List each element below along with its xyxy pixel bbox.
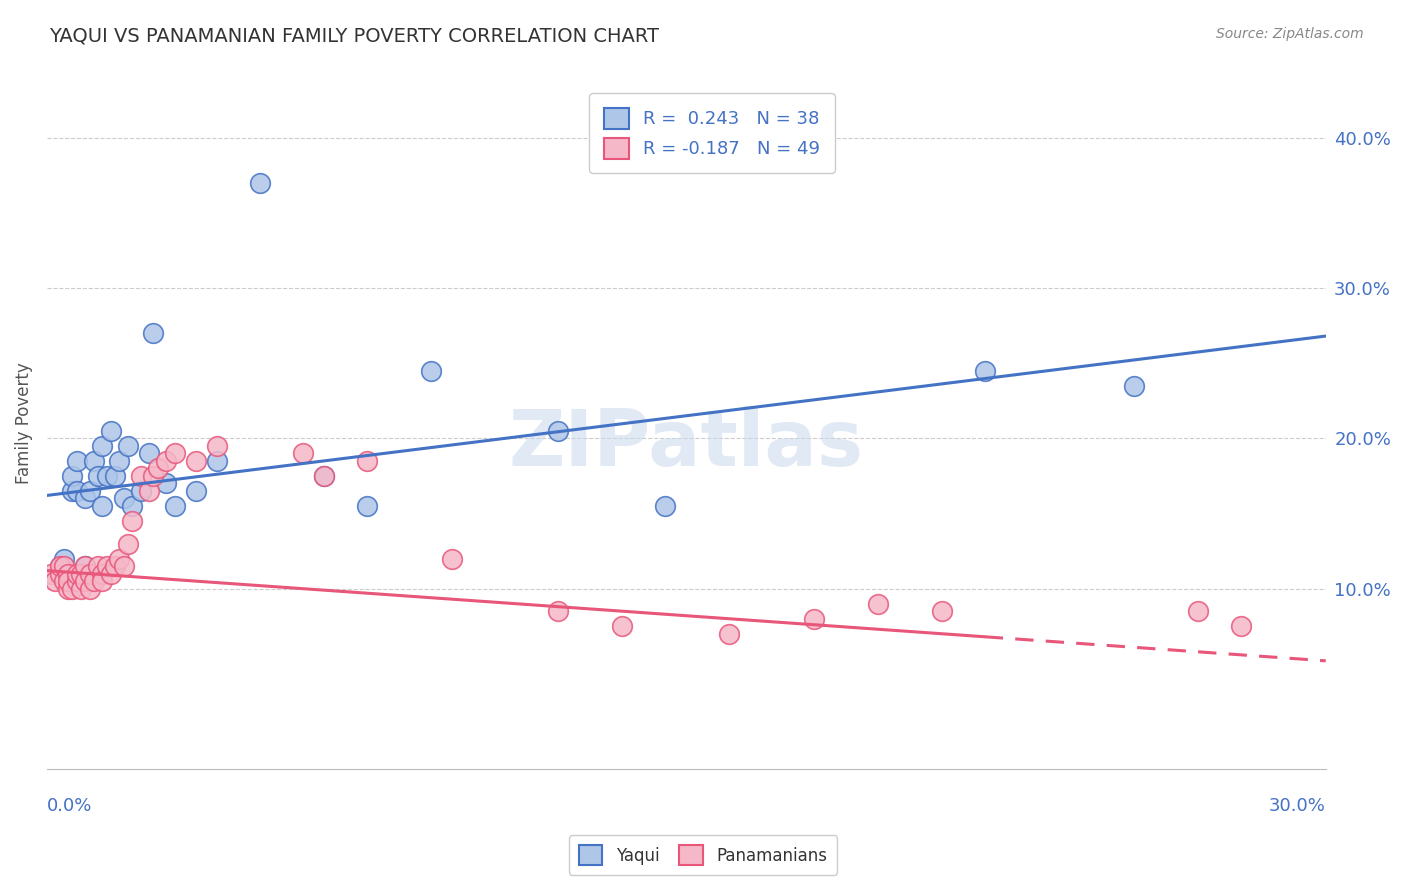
Point (249, 176, 271, 190)
Point (52, 551, 75, 566)
Point (108, 551, 131, 566)
Point (108, 454, 131, 468)
Text: 30.0%: 30.0% (1270, 797, 1326, 814)
Y-axis label: Family Poverty: Family Poverty (15, 362, 32, 484)
Point (104, 559, 127, 574)
Point (75, 574, 97, 589)
Point (62, 483, 84, 498)
Point (52, 559, 75, 574)
Point (931, 604, 953, 618)
Point (1123, 378, 1146, 392)
Point (1187, 604, 1209, 618)
Text: 0.0%: 0.0% (46, 797, 93, 814)
Text: Source: ZipAtlas.com: Source: ZipAtlas.com (1216, 27, 1364, 41)
Point (70, 566, 93, 581)
Point (58, 566, 80, 581)
Point (547, 424, 569, 438)
Point (100, 424, 122, 438)
Point (138, 446, 160, 460)
Point (1229, 619, 1251, 633)
Point (91, 439, 114, 453)
Point (440, 551, 463, 566)
Point (66, 454, 89, 468)
Point (155, 454, 177, 468)
Point (79, 483, 101, 498)
Point (83, 574, 105, 589)
Point (121, 499, 143, 513)
Point (104, 469, 127, 483)
Point (163, 446, 186, 460)
Point (62, 582, 84, 596)
Point (129, 483, 152, 498)
Point (654, 499, 676, 513)
Legend: Yaqui, Panamanians: Yaqui, Panamanians (569, 836, 837, 875)
Point (207, 454, 229, 468)
Point (129, 469, 152, 483)
Point (184, 454, 207, 468)
Point (58, 574, 80, 589)
Point (79, 566, 101, 581)
Text: ZIPatlas: ZIPatlas (509, 406, 863, 482)
Point (117, 439, 139, 453)
Point (184, 483, 207, 498)
Point (66, 566, 89, 581)
Point (121, 514, 143, 528)
Point (547, 604, 569, 618)
Point (973, 364, 995, 378)
Point (96, 559, 118, 574)
Point (48, 566, 70, 581)
Point (803, 612, 825, 626)
Point (142, 469, 165, 483)
Point (100, 566, 122, 581)
Point (96, 469, 118, 483)
Point (612, 619, 634, 633)
Point (112, 559, 135, 574)
Point (138, 483, 160, 498)
Point (291, 446, 314, 460)
Point (75, 559, 97, 574)
Point (52, 574, 75, 589)
Point (356, 454, 378, 468)
Point (91, 566, 114, 581)
Point (91, 499, 114, 513)
Point (79, 574, 101, 589)
Point (142, 326, 165, 340)
Point (207, 439, 229, 453)
Point (79, 582, 101, 596)
Point (75, 491, 97, 506)
Point (75, 559, 97, 574)
Point (312, 469, 335, 483)
Point (146, 461, 169, 475)
Point (83, 454, 105, 468)
Point (112, 491, 135, 506)
Point (87, 469, 110, 483)
Point (155, 476, 177, 491)
Point (48, 559, 70, 574)
Point (70, 582, 93, 596)
Point (62, 469, 84, 483)
Point (312, 469, 335, 483)
Point (91, 574, 114, 589)
Point (66, 574, 89, 589)
Point (66, 483, 89, 498)
Point (70, 566, 93, 581)
Point (48, 559, 70, 574)
Point (868, 597, 890, 611)
Point (356, 499, 378, 513)
Legend: R =  0.243   N = 38, R = -0.187   N = 49: R = 0.243 N = 38, R = -0.187 N = 49 (589, 94, 835, 173)
Point (717, 626, 740, 640)
Point (58, 566, 80, 581)
Point (39, 566, 62, 581)
Point (163, 499, 186, 513)
Point (117, 536, 139, 550)
Point (58, 582, 80, 596)
Point (419, 364, 441, 378)
Point (87, 559, 110, 574)
Point (44, 574, 66, 589)
Text: YAQUI VS PANAMANIAN FAMILY POVERTY CORRELATION CHART: YAQUI VS PANAMANIAN FAMILY POVERTY CORRE… (49, 27, 659, 45)
